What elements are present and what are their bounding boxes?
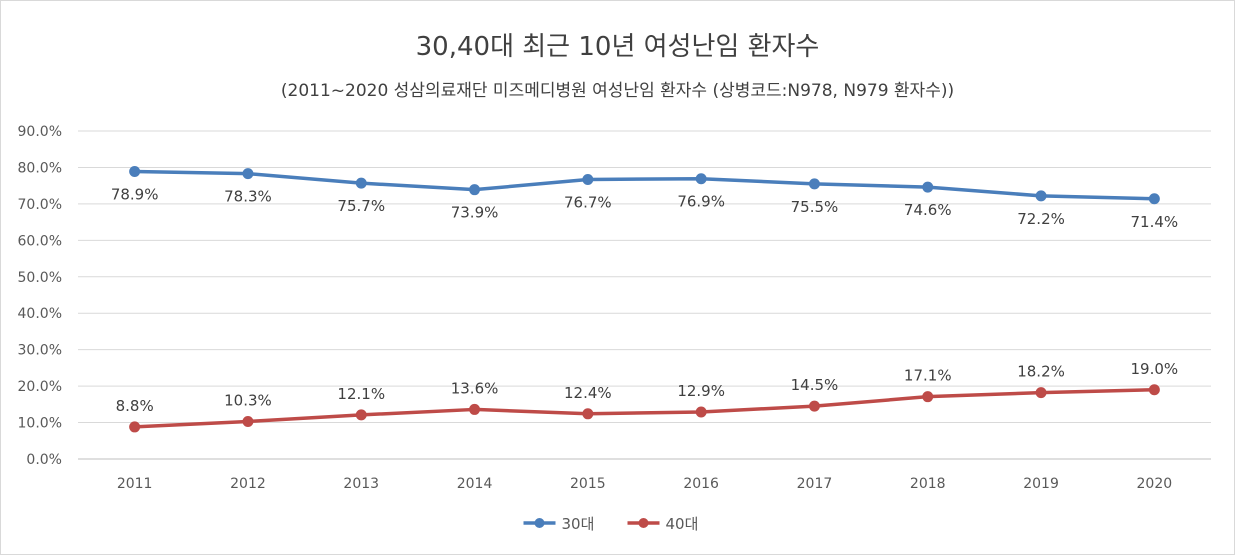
data-label: 18.2% [1017, 363, 1065, 381]
data-label: 12.4% [564, 384, 612, 402]
y-tick-label: 60.0% [18, 233, 62, 249]
legend-label: 40대 [666, 515, 699, 533]
data-label: 13.6% [451, 379, 499, 397]
x-tick-label: 2017 [797, 476, 833, 492]
x-tick-label: 2015 [570, 476, 606, 492]
data-point [242, 415, 254, 427]
y-tick-label: 0.0% [26, 452, 62, 468]
data-point [355, 177, 367, 189]
data-label: 17.1% [904, 367, 952, 385]
data-point [242, 168, 254, 180]
data-label: 8.8% [116, 397, 154, 415]
y-tick-label: 40.0% [18, 306, 62, 322]
data-point [1148, 384, 1160, 396]
y-tick-label: 90.0% [18, 124, 62, 140]
data-point [1148, 193, 1160, 205]
data-point [695, 406, 707, 418]
data-label: 76.9% [677, 193, 725, 211]
series-line-1 [134, 169, 1155, 201]
data-point [469, 184, 481, 196]
data-point [808, 400, 820, 412]
y-tick-label: 80.0% [18, 160, 62, 176]
data-label: 74.6% [904, 201, 952, 219]
data-label: 14.5% [791, 376, 839, 394]
data-point [695, 173, 707, 185]
x-tick-label: 2016 [683, 476, 719, 492]
y-tick-label: 10.0% [18, 416, 62, 432]
chart-title: 30,40대 최근 10년 여성난임 환자수 [415, 32, 820, 62]
data-point [1035, 190, 1047, 202]
data-point [1035, 387, 1047, 399]
data-point [922, 391, 934, 403]
x-tick-label: 2019 [1023, 476, 1059, 492]
data-point [582, 173, 594, 185]
data-label: 72.2% [1017, 210, 1065, 228]
data-label: 78.9% [111, 185, 159, 203]
data-label: 75.7% [337, 197, 385, 215]
data-label: 19.0% [1131, 360, 1179, 378]
y-tick-label: 30.0% [18, 343, 62, 359]
data-label: 10.3% [224, 391, 272, 409]
y-tick-label: 50.0% [18, 270, 62, 286]
data-point [355, 409, 367, 421]
x-tick-label: 2020 [1137, 476, 1173, 492]
data-label: 71.4% [1131, 213, 1179, 231]
data-point [808, 178, 820, 190]
data-point [582, 408, 594, 420]
data-label: 75.5% [791, 198, 839, 216]
data-point [922, 181, 934, 193]
data-label: 73.9% [451, 204, 499, 222]
y-tick-label: 20.0% [18, 379, 62, 395]
legend-label: 30대 [562, 515, 595, 533]
data-label: 78.3% [224, 188, 272, 206]
legend-marker [638, 518, 649, 528]
x-tick-label: 2018 [910, 476, 946, 492]
x-tick-label: 2014 [457, 476, 493, 492]
data-point [129, 421, 141, 433]
x-tick-label: 2011 [117, 476, 153, 492]
data-point [129, 165, 141, 177]
data-point [469, 403, 481, 415]
data-label: 12.1% [337, 385, 385, 403]
data-label: 12.9% [677, 382, 725, 400]
legend-marker [534, 518, 545, 528]
series-line-2 [134, 388, 1155, 429]
x-tick-label: 2013 [343, 476, 379, 492]
y-tick-label: 70.0% [18, 197, 62, 213]
data-label: 76.7% [564, 193, 612, 211]
chart-subtitle: (2011~2020 성삼의료재단 미즈메디병원 여성난임 환자수 (상병코드:… [280, 81, 955, 101]
x-tick-label: 2012 [230, 476, 266, 492]
